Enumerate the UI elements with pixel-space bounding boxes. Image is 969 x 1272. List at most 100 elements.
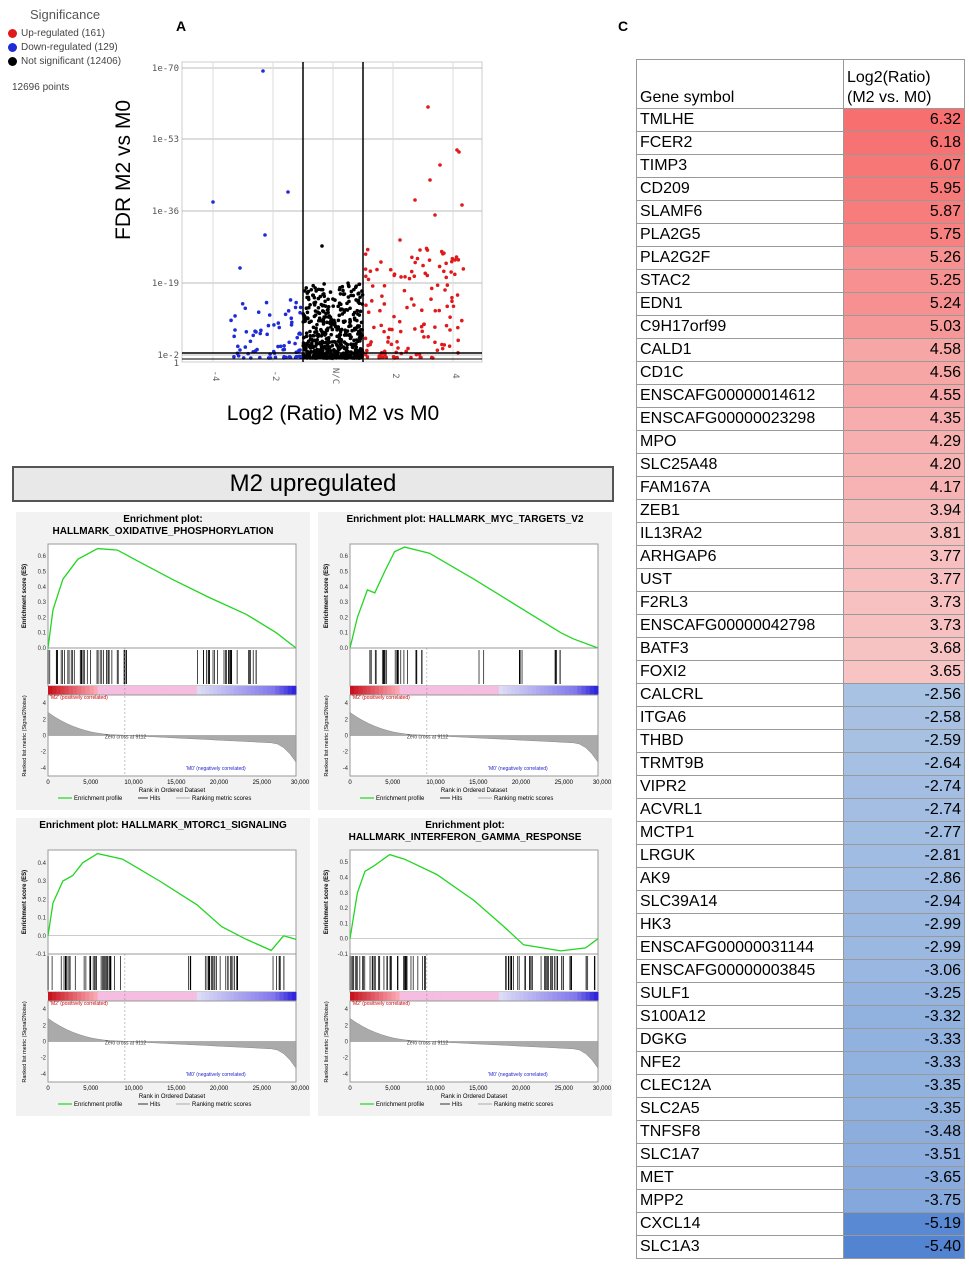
log2-ratio-cell: -3.75 xyxy=(843,1189,965,1213)
color-bar-segment xyxy=(527,686,533,695)
log2-ratio-cell: 6.32 xyxy=(843,108,965,132)
volcano-point xyxy=(326,307,330,312)
color-bar-segment xyxy=(275,686,280,695)
volcano-point xyxy=(352,326,357,331)
color-bar-segment xyxy=(56,686,61,695)
volcano-point xyxy=(410,255,414,260)
volcano-point xyxy=(305,310,310,315)
volcano-point xyxy=(386,340,390,344)
color-bar-segment xyxy=(502,992,508,1001)
es-tick-label: 0.4 xyxy=(38,585,47,591)
volcano-point xyxy=(355,308,360,313)
volcano-points xyxy=(211,69,466,360)
volcano-point xyxy=(382,302,387,306)
gene-symbol-cell: VIPR2 xyxy=(636,775,844,799)
color-bar-segment xyxy=(114,992,119,1001)
color-bar-segment xyxy=(258,992,264,1001)
positive-label: 'M2' (positively correlated) xyxy=(50,695,108,701)
enrichment-profile-line xyxy=(47,852,297,952)
volcano-point xyxy=(384,355,389,360)
color-bar-segment xyxy=(387,686,392,695)
color-bar-segment xyxy=(507,992,512,1001)
color-bar-segment xyxy=(593,992,599,1001)
color-bar-segment xyxy=(238,992,243,1001)
color-bar-segment xyxy=(407,686,413,695)
gsea-plot-mtorc1: Enrichment plot: HALLMARK_MTORC1_SIGNALI… xyxy=(16,818,310,1116)
legend-enrichment-profile: Enrichment profile xyxy=(74,796,123,802)
gene-symbol-cell: STAC2 xyxy=(636,269,844,293)
color-bar-segment xyxy=(560,992,566,1001)
color-bar-segment xyxy=(445,686,450,695)
table-row: HK3 -2.99 xyxy=(636,913,965,937)
volcano-point xyxy=(338,285,342,290)
volcano-point xyxy=(313,300,318,305)
legend-item-ns: Not significant (12406) xyxy=(8,56,121,67)
volcano-point xyxy=(233,328,237,332)
color-bar-segment xyxy=(196,992,202,1001)
enrichment-profile-line xyxy=(47,547,297,649)
legend-enrichment-profile: Enrichment profile xyxy=(376,796,425,802)
volcano-point xyxy=(353,342,357,347)
log2-ratio-cell: 3.65 xyxy=(843,660,965,684)
volcano-point xyxy=(315,338,320,342)
color-bar-segment xyxy=(279,686,285,695)
volcano-point xyxy=(303,316,307,321)
log2-ratio-cell: -3.33 xyxy=(843,1051,965,1075)
color-bar-segment xyxy=(184,686,190,695)
color-bar-segment xyxy=(229,992,235,1001)
volcano-point xyxy=(236,344,240,349)
legend-ranking-metric: Ranking metric scores xyxy=(192,796,251,802)
color-bar-segment xyxy=(478,686,483,695)
volcano-point xyxy=(412,274,417,279)
color-bar-segment xyxy=(76,686,82,695)
log2-ratio-cell: -2.86 xyxy=(843,867,965,891)
color-bar-segment xyxy=(362,992,368,1001)
color-bar-segment xyxy=(89,992,94,1001)
color-bar-segment xyxy=(490,992,496,1001)
volcano-point xyxy=(435,348,440,353)
table-row: LRGUK -2.81 xyxy=(636,844,965,868)
table-row: ITGA6 -2.58 xyxy=(636,706,965,730)
volcano-point xyxy=(342,353,346,358)
color-bar-segment xyxy=(89,686,94,695)
gene-symbol-cell: ENSCAFG00000003845 xyxy=(636,959,844,983)
volcano-point xyxy=(287,355,292,359)
table-row: SLC2A5 -3.35 xyxy=(636,1097,965,1121)
panel-label-a: A xyxy=(176,18,187,34)
volcano-point xyxy=(266,323,271,328)
x-tick-label: 10,000 xyxy=(426,1086,445,1092)
table-row: SLC25A48 4.20 xyxy=(636,453,965,477)
color-bar-segment xyxy=(536,686,541,695)
volcano-point xyxy=(363,336,368,341)
table-row: IL13RA2 3.81 xyxy=(636,522,965,546)
log2-ratio-cell: -2.94 xyxy=(843,890,965,914)
es-tick-label: 0.5 xyxy=(38,570,47,576)
rank-axis-label: Ranked list metric (Signal2Noise) xyxy=(324,1001,330,1082)
volcano-point xyxy=(451,304,456,309)
color-bar-segment xyxy=(118,686,123,695)
color-bar-segment xyxy=(143,992,148,1001)
color-bar-segment xyxy=(184,992,190,1001)
color-bar-segment xyxy=(391,992,396,1001)
volcano-point xyxy=(315,322,319,327)
table-row: PLA2G2F 5.26 xyxy=(636,246,965,270)
x-tick-label: 30,000 xyxy=(593,1086,612,1092)
volcano-point xyxy=(382,283,387,288)
log2-ratio-cell: 6.07 xyxy=(843,154,965,178)
y-tick-label: 1e-2 xyxy=(157,351,179,361)
volcano-point xyxy=(327,314,332,318)
color-bar-segment xyxy=(234,686,239,695)
color-bar-segment xyxy=(205,686,210,695)
gsea-title-line2: HALLMARK_OXIDATIVE_PHOSPHORYLATION xyxy=(52,526,274,537)
gsea-title: Enrichment plot: HALLMARK_MTORC1_SIGNALI… xyxy=(16,818,310,832)
volcano-point xyxy=(379,260,383,264)
es-tick-label: 0.2 xyxy=(38,897,47,903)
table-row: FCER2 6.18 xyxy=(636,131,965,155)
table-row: TIMP3 6.07 xyxy=(636,154,965,178)
log2-ratio-cell: 3.77 xyxy=(843,568,965,592)
metric-tick-label: -2 xyxy=(41,750,47,756)
color-bar-segment xyxy=(358,686,363,695)
volcano-point xyxy=(320,303,325,308)
log2-ratio-cell: -2.77 xyxy=(843,821,965,845)
metric-tick-label: 4 xyxy=(345,701,349,707)
